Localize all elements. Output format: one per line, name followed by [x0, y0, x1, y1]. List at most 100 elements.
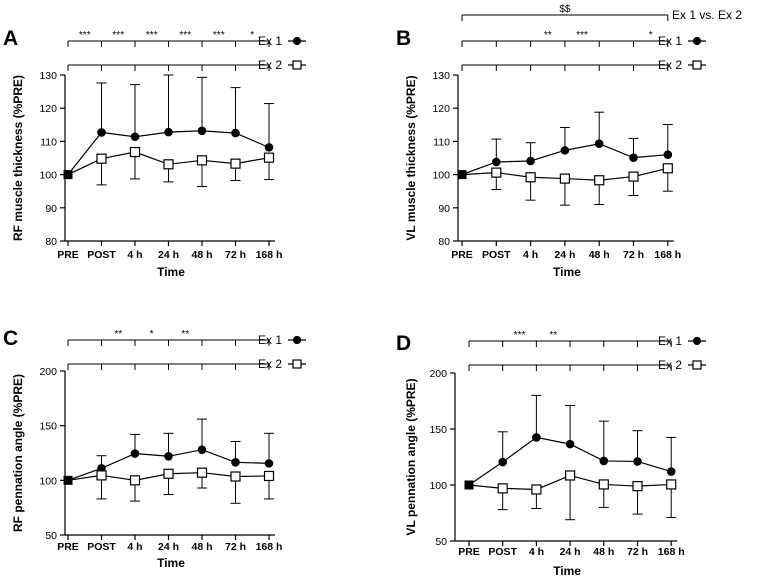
y-axis-title: VL muscle thickness (%PRE): [404, 75, 418, 240]
legend-marker-circle: [692, 336, 702, 346]
data-point: [560, 146, 570, 155]
data-point: [96, 470, 107, 481]
y-axis-title: RF pennation angle (%PRE): [11, 374, 25, 532]
data-point: [96, 153, 107, 164]
y-tick-label: 120: [39, 103, 57, 115]
sig-stars: ***: [79, 30, 91, 41]
legend-marker-square: [292, 60, 302, 70]
panel-b: B 80 90 100 110 120 130 PRE POST 4 h 24 h 48 h 72 h 1…: [396, 4, 742, 279]
x-tick-label: 24 h: [554, 249, 575, 261]
x-tick-label: 168 h: [256, 541, 283, 553]
y-tick-label: 200: [39, 366, 57, 378]
y-tick-label: 50: [45, 530, 57, 542]
x-axis-title: Time: [157, 265, 185, 279]
data-point: [129, 146, 141, 158]
data-point: [629, 153, 638, 162]
y-axis-title: RF muscle thickness (%PRE): [11, 75, 25, 241]
data-point: [263, 470, 275, 482]
legend-marker-square: [692, 360, 702, 370]
panel-letter: C: [3, 327, 18, 350]
y-tick-label: 130: [39, 70, 57, 82]
x-tick-label: POST: [482, 249, 511, 261]
x-tick-label: 72 h: [627, 546, 648, 558]
group-bracket-mark: $$: [559, 4, 571, 15]
legend-marker-circle: [292, 335, 302, 345]
data-point: [525, 172, 536, 183]
legend-marker-square: [292, 359, 302, 369]
x-tick-label: 48 h: [191, 541, 212, 553]
data-point: [197, 126, 207, 136]
series-ex2: [468, 470, 677, 521]
data-point: [164, 451, 173, 461]
sig-stars: **: [549, 330, 557, 341]
panel-letter: D: [396, 332, 411, 355]
data-point: [666, 467, 676, 476]
legend-marker-circle: [292, 36, 302, 46]
data-point: [532, 433, 541, 442]
x-tick-label: 24 h: [158, 249, 179, 261]
y-axis-title: VL pennation angle (%PRE): [404, 378, 418, 535]
x-tick-label: 4 h: [523, 249, 538, 261]
data-point: [498, 457, 508, 467]
sig-stars: **: [544, 30, 552, 41]
y-tick-label: 130: [432, 70, 450, 82]
x-tick-label: 168 h: [658, 546, 685, 558]
legend-marker-square: [692, 60, 702, 70]
y-tick-label: 100: [39, 475, 57, 487]
x-tick-label: 4 h: [127, 249, 142, 261]
sig-stars: **: [181, 329, 189, 340]
legend-label: Ex 1: [258, 34, 282, 48]
data-point: [230, 158, 241, 169]
data-point: [130, 132, 140, 142]
series-ex1: [464, 394, 677, 490]
x-tick-label: PRE: [57, 541, 79, 553]
legend-label: Ex 2: [658, 358, 682, 372]
data-point: [264, 459, 274, 468]
x-tick-label: POST: [488, 546, 517, 558]
data-point: [598, 479, 609, 490]
group-bracket-label: Ex 1 vs. Ex 2: [672, 8, 742, 22]
sig-stars: ***: [146, 30, 158, 41]
data-point: [231, 457, 240, 467]
data-point: [231, 128, 240, 138]
panel-c: C 50 100 150 200 PRE POST 4 h 24 h 48 h 72 h 168 h T…: [3, 327, 306, 570]
sig-stars: *: [150, 329, 154, 340]
x-axis-title: Time: [157, 556, 185, 570]
y-tick-label: 110: [40, 136, 57, 148]
data-point: [163, 468, 174, 479]
legend-label: Ex 2: [258, 357, 282, 371]
y-tick-label: 100: [429, 480, 447, 492]
data-point: [628, 171, 639, 182]
x-tick-label: 4 h: [529, 546, 544, 558]
data-point: [497, 483, 508, 494]
y-tick-label: 200: [429, 368, 447, 380]
data-point: [564, 470, 576, 481]
sig-stars: *: [649, 30, 653, 41]
data-point: [163, 159, 174, 170]
legend-label: Ex 2: [658, 58, 682, 72]
sig-stars: ***: [514, 330, 526, 341]
data-point: [526, 156, 535, 166]
legend-label: Ex 2: [258, 58, 282, 72]
series-ex2: [461, 163, 673, 206]
x-tick-label: PRE: [451, 249, 473, 261]
x-axis-title: Time: [553, 564, 581, 578]
panel-a: A 80 90 100 110 120 130 PRE POST 4 h 24 h 48 h 72 h 1…: [3, 27, 306, 279]
x-tick-label: 72 h: [225, 541, 246, 553]
data-point: [594, 139, 604, 149]
data-point: [196, 467, 208, 478]
y-tick-label: 90: [438, 203, 450, 215]
data-point: [164, 127, 173, 137]
data-point: [594, 175, 605, 186]
data-point: [491, 167, 502, 178]
sig-stars: *: [250, 30, 254, 41]
data-point: [196, 155, 208, 166]
sig-stars: ***: [112, 30, 124, 41]
x-tick-label: 24 h: [560, 546, 581, 558]
series-ex2: [67, 467, 275, 504]
data-point: [97, 128, 106, 137]
data-point: [633, 457, 642, 466]
legend-marker-circle: [692, 36, 702, 46]
legend-label: Ex 1: [658, 34, 682, 48]
